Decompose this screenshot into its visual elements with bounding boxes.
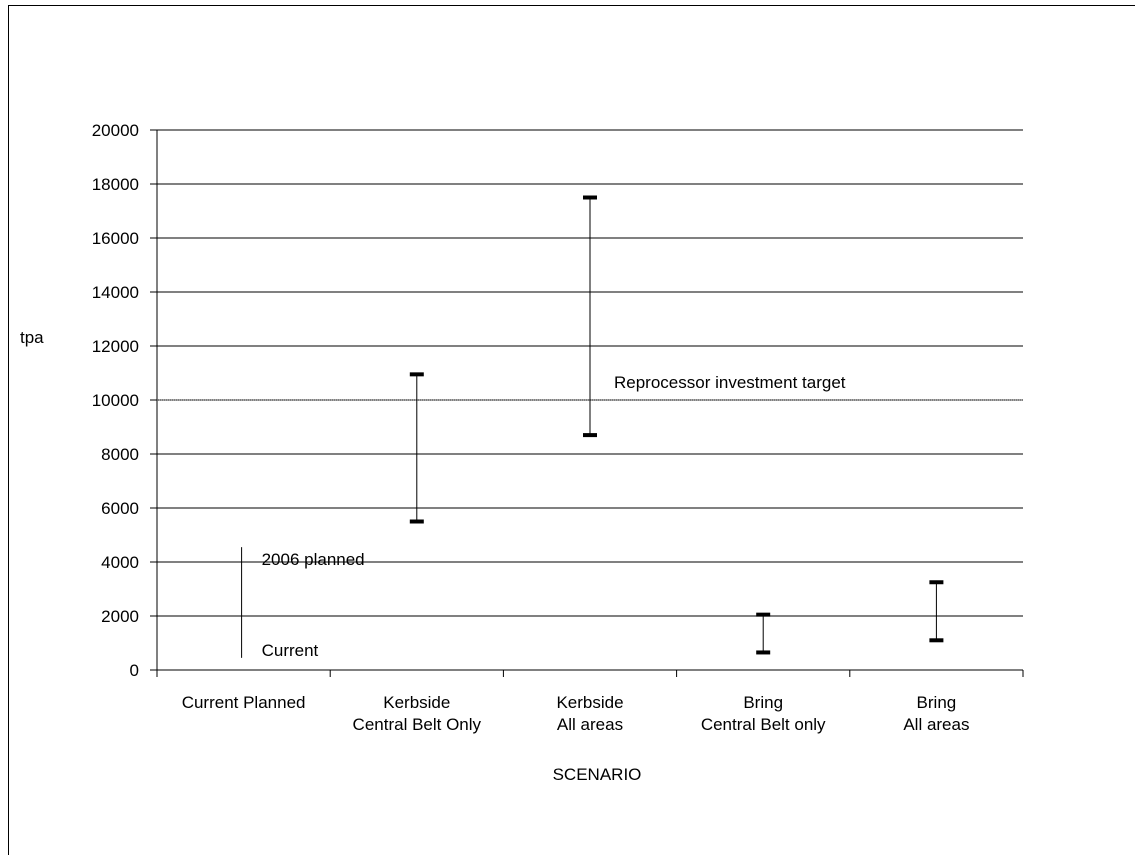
y-tick-label: 10000	[92, 391, 139, 410]
y-tick-label: 18000	[92, 175, 139, 194]
range-high-label: 2006 planned	[262, 550, 365, 569]
x-tick-label: Current Planned	[182, 693, 306, 712]
y-tick-label: 2000	[101, 607, 139, 626]
reference-line-label: Reprocessor investment target	[614, 373, 846, 392]
y-tick-label: 16000	[92, 229, 139, 248]
reference-label-bg	[610, 372, 908, 393]
y-axis-title: tpa	[20, 328, 44, 347]
axes	[150, 129, 1024, 677]
x-tick-label: Bring All areas	[903, 693, 969, 734]
range-low-label: Current	[262, 641, 319, 660]
chart-frame	[8, 5, 1135, 855]
x-axis-title: SCENARIO	[553, 765, 642, 784]
y-tick-label: 4000	[101, 553, 139, 572]
y-tick-label: 14000	[92, 283, 139, 302]
y-tick-label: 8000	[101, 445, 139, 464]
range-marks	[157, 195, 1023, 658]
x-tick-label: Bring Central Belt only	[701, 693, 826, 734]
y-tick-label: 12000	[92, 337, 139, 356]
x-tick-label: Kerbside Central Belt Only	[353, 693, 482, 734]
x-tick-label: Kerbside All areas	[556, 693, 623, 734]
chart-labels: 0 2000 4000 6000 8000 10000 12000 14000 16000 180…	[92, 121, 970, 734]
y-tick-label: 0	[130, 661, 139, 680]
y-tick-label: 20000	[92, 121, 139, 140]
y-tick-label: 6000	[101, 499, 139, 518]
